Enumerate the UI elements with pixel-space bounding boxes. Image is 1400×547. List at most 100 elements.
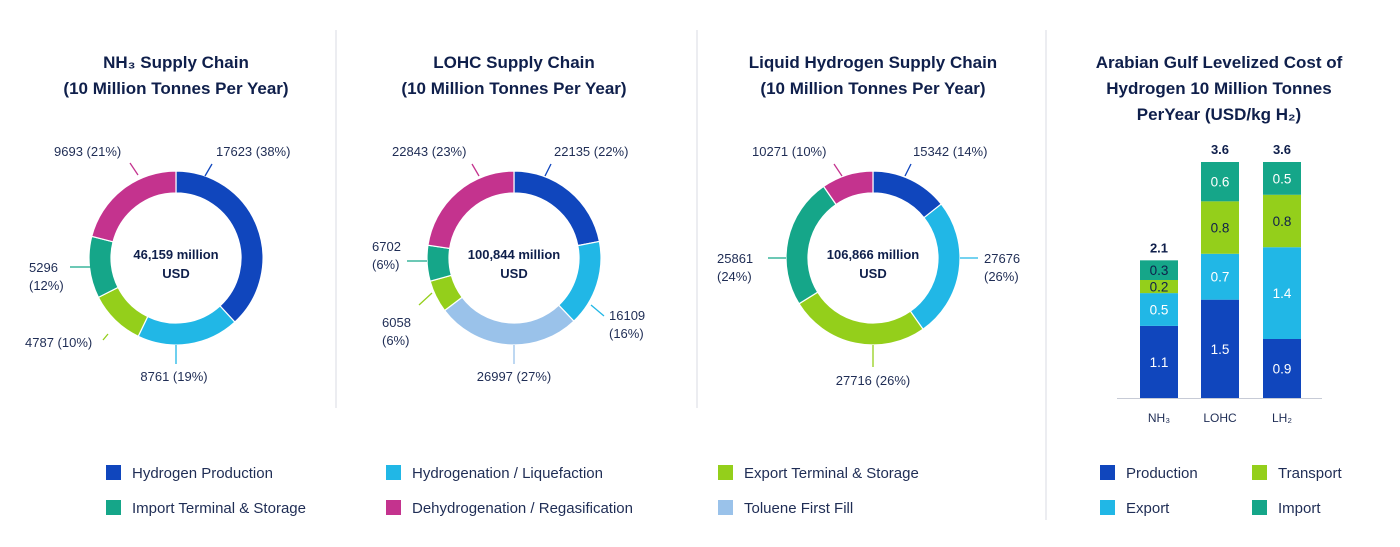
donut-center-total: USD — [859, 266, 886, 281]
slice-label: 17623 (38%) — [216, 144, 290, 159]
legend-label: Export Terminal & Storage — [744, 465, 919, 482]
legend-swatch — [106, 465, 121, 480]
slice-label: 22135 (22%) — [554, 144, 628, 159]
bar-value-label: 0.2 — [1150, 280, 1169, 295]
bar-value-label: 0.5 — [1273, 171, 1292, 186]
slice-label: (6%) — [372, 257, 399, 272]
donut-slice — [513, 170, 601, 247]
donut-slice — [557, 240, 602, 322]
bar-segment — [1140, 280, 1178, 294]
slice-label: 27676 — [984, 251, 1020, 266]
bar-segment — [1263, 247, 1301, 339]
donut-slice — [909, 203, 961, 331]
chart-title: NH₃ Supply Chain — [103, 53, 249, 72]
donut-slice — [872, 170, 943, 219]
donut-slice — [88, 235, 119, 299]
slice-label: 6058 — [382, 315, 411, 330]
slice-label: 15342 (14%) — [913, 144, 987, 159]
legend-item: Hydrogenation / Liquefaction — [386, 465, 603, 482]
slice-label: (6%) — [382, 333, 409, 348]
legend-label: Production — [1126, 465, 1198, 482]
donut-slice — [822, 170, 874, 206]
x-tick-label: LOHC — [1203, 411, 1237, 425]
donut-slice — [91, 170, 177, 243]
chart-title: PerYear (USD/kg H₂) — [1137, 105, 1301, 124]
bar-segment — [1201, 201, 1239, 254]
chart-title: Liquid Hydrogen Supply Chain — [749, 53, 997, 72]
donut-slice — [97, 286, 149, 338]
x-tick-label: LH₂ — [1272, 411, 1292, 425]
leader-line — [418, 292, 433, 306]
bar-segment — [1263, 194, 1301, 248]
chart-title: (10 Million Tonnes Per Year) — [401, 79, 626, 98]
donut-slice — [785, 185, 837, 305]
bar-total-label: 3.6 — [1211, 142, 1229, 157]
slice-label: (16%) — [609, 326, 644, 341]
legend-swatch — [1100, 465, 1115, 480]
bar-segment — [1201, 253, 1239, 300]
legend-label: Import — [1278, 500, 1321, 517]
bar-segment — [1140, 293, 1178, 326]
slice-label: 27716 (26%) — [836, 373, 910, 388]
bar-value-label: 0.9 — [1273, 362, 1292, 377]
legend-item: Production — [1100, 465, 1198, 482]
leader-line — [590, 304, 605, 317]
bar-value-label: 0.8 — [1273, 214, 1292, 229]
leader-line — [129, 162, 139, 176]
donut-slice — [427, 170, 515, 250]
legend-swatch — [106, 500, 121, 515]
legend-item: Export Terminal & Storage — [718, 465, 919, 482]
bar-value-label: 0.7 — [1211, 270, 1230, 285]
slice-label: 16109 — [609, 308, 645, 323]
legend-swatch — [718, 500, 733, 515]
slice-label: 9693 (21%) — [54, 144, 121, 159]
slice-label: 25861 — [717, 251, 753, 266]
bar-segment — [1263, 339, 1301, 398]
bar-value-label: 1.1 — [1150, 355, 1169, 370]
stacked-bar-chart: Arabian Gulf Levelized Cost of Hydrogen 1… — [1096, 53, 1343, 425]
legend-item: Export — [1100, 500, 1170, 517]
donut-center-total: USD — [162, 266, 189, 281]
slice-label: 22843 (23%) — [392, 144, 466, 159]
leader-line — [833, 163, 843, 177]
donut-slice — [443, 296, 575, 346]
legend-item: Transport — [1252, 465, 1342, 482]
leader-line — [471, 163, 480, 177]
bar-segment — [1140, 260, 1178, 280]
donut-center-total: 106,866 million — [827, 247, 920, 262]
donut-chart-3: Liquid Hydrogen Supply Chain (10 Million … — [717, 53, 1020, 388]
bar-value-label: 0.6 — [1211, 175, 1230, 190]
slice-label: 26997 (27%) — [477, 369, 551, 384]
donut-center-total: 100,844 million — [468, 247, 561, 262]
legend-label: Export — [1126, 500, 1170, 517]
bar-segment — [1140, 325, 1178, 398]
legend-swatch — [1252, 500, 1267, 515]
chart-title: LOHC Supply Chain — [433, 53, 595, 72]
donut-chart-2: LOHC Supply Chain (10 Million Tonnes Per … — [372, 53, 645, 384]
slice-label: (12%) — [29, 278, 64, 293]
legend-label: Transport — [1278, 465, 1342, 482]
x-tick-label: NH₃ — [1148, 411, 1170, 425]
legend-item: Import Terminal & Storage — [106, 500, 306, 517]
slice-label: 6702 — [372, 239, 401, 254]
donut-slice — [426, 244, 453, 282]
donut-center-total: USD — [500, 266, 527, 281]
legend-label: Hydrogen Production — [132, 465, 273, 482]
donut-slice — [798, 291, 924, 346]
legend-label: Import Terminal & Storage — [132, 500, 306, 517]
legend-swatch — [386, 500, 401, 515]
bar-segment — [1201, 162, 1239, 202]
slice-label: 4787 (10%) — [25, 335, 92, 350]
chart-title: (10 Million Tonnes Per Year) — [760, 79, 985, 98]
legend-item: Import — [1252, 500, 1321, 517]
legend-swatch — [1252, 465, 1267, 480]
leader-line — [544, 163, 552, 177]
slice-label: 8761 (19%) — [140, 369, 207, 384]
legend-item: Hydrogen Production — [106, 465, 273, 482]
chart-title: Hydrogen 10 Million Tonnes — [1106, 79, 1331, 98]
bar-segment — [1201, 299, 1239, 398]
legend-label: Toluene First Fill — [744, 500, 853, 517]
bar-value-label: 0.8 — [1211, 221, 1230, 236]
chart-title: (10 Million Tonnes Per Year) — [63, 79, 288, 98]
donut-center-total: 46,159 million — [133, 247, 218, 262]
